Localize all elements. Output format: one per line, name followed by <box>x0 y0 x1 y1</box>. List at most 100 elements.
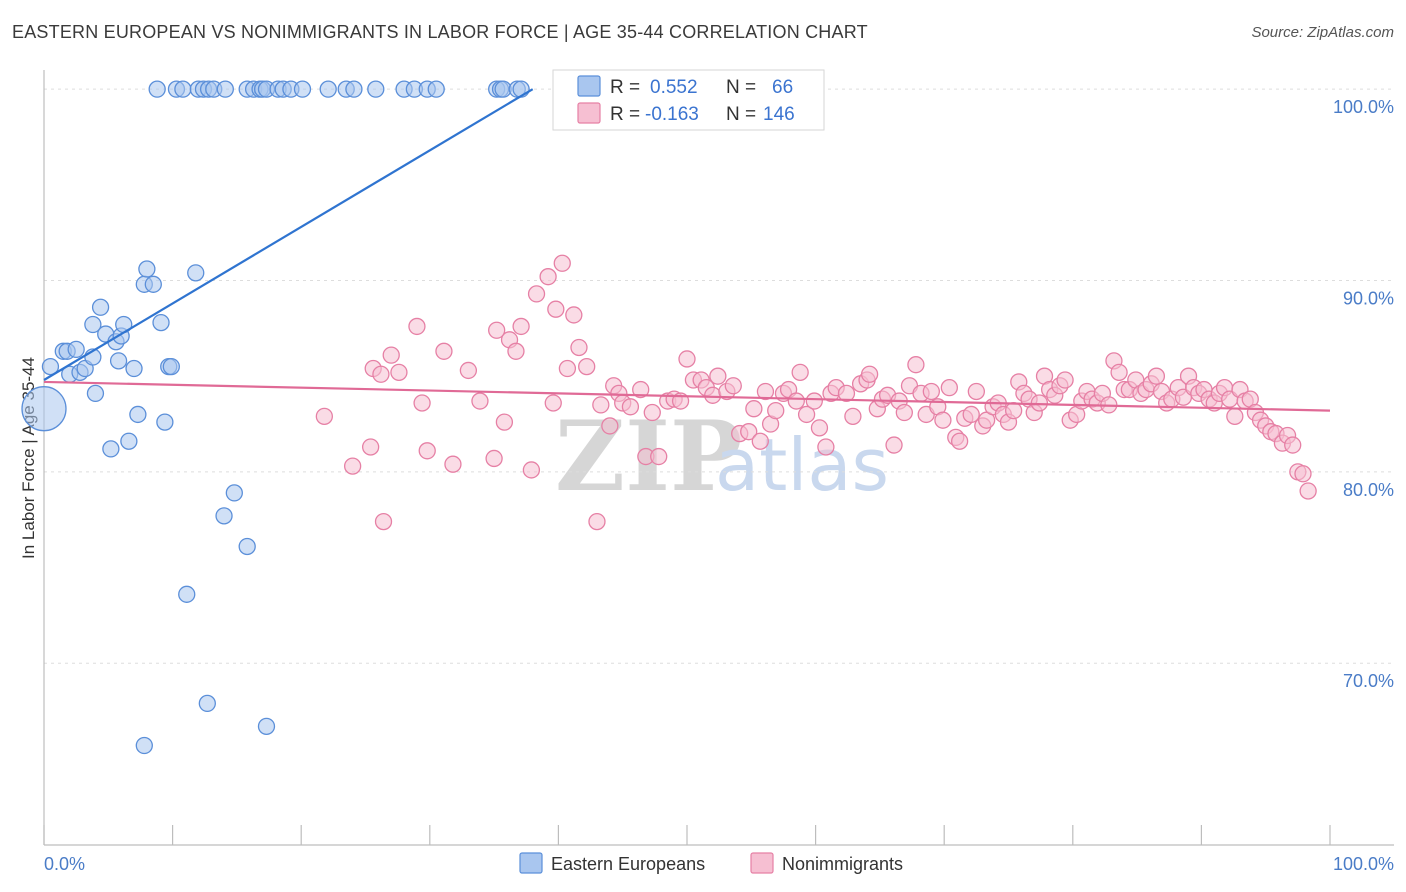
nonimmigrants-point <box>1284 436 1302 454</box>
bottom-legend: Eastern Europeans Nonimmigrants <box>519 852 903 874</box>
trend-line-eastern-europeans <box>43 88 534 381</box>
nonimmigrants-point <box>895 403 913 422</box>
nonimmigrants-point <box>507 342 525 360</box>
eastern-europeans-point <box>84 315 102 334</box>
nonimmigrants-point <box>592 396 610 414</box>
legend-swatch-pink <box>577 102 601 124</box>
eastern-europeans-point <box>120 432 138 450</box>
nonimmigrants-point <box>522 461 541 479</box>
nonimmigrants-point <box>444 455 462 473</box>
nonimmigrants-point <box>709 367 727 385</box>
eastern-europeans-point <box>102 440 120 458</box>
nonimmigrants-point <box>565 306 583 324</box>
y-axis-label: In Labor Force | Age 35-44 <box>19 357 38 559</box>
nonimmigrants-point <box>539 268 557 286</box>
legend-r-label-2: R = <box>610 104 640 125</box>
nonimmigrants-point <box>315 407 333 426</box>
eastern-europeans-point <box>148 80 166 98</box>
trend-lines <box>43 88 1331 412</box>
nonimmigrants-point <box>907 356 925 374</box>
x-axis-ticks <box>43 825 1331 845</box>
nonimmigrants-point <box>418 442 436 460</box>
nonimmigrants-point <box>547 300 565 318</box>
eastern-europeans-point <box>86 384 105 403</box>
nonimmigrants-point <box>1299 482 1317 500</box>
y-tick-label: 100.0% <box>1333 97 1394 117</box>
nonimmigrants-point <box>797 405 816 424</box>
nonimmigrants-point <box>459 361 478 380</box>
nonimmigrants-point <box>408 317 426 336</box>
legend-box: R = 0.552 N = 66 R = -0.163 N = 146 <box>552 69 825 131</box>
nonimmigrants-point <box>588 512 606 531</box>
nonimmigrants-point <box>1004 401 1023 420</box>
nonimmigrants-point <box>844 407 862 426</box>
nonimmigrants-point <box>962 405 980 424</box>
legend-n-label-2: N = <box>726 104 756 125</box>
legend-r-label-1: R = <box>610 77 640 98</box>
eastern-europeans-point <box>345 80 363 98</box>
eastern-europeans-point <box>198 694 216 713</box>
trend-line-nonimmigrants <box>43 380 1331 412</box>
eastern-europeans-point <box>367 80 385 98</box>
nonimmigrants-point <box>512 317 530 336</box>
nonimmigrants-point <box>372 365 390 383</box>
nonimmigrants-point <box>621 398 640 416</box>
eastern-europeans-point <box>178 585 196 603</box>
eastern-europeans-point <box>427 80 445 98</box>
eastern-europeans-point <box>138 260 156 278</box>
y-axis-tick-labels: 100.0% 90.0% 80.0% 70.0% <box>1333 97 1394 691</box>
eastern-europeans-point <box>512 80 530 98</box>
nonimmigrants-point <box>837 384 856 403</box>
nonimmigrants-point <box>650 447 668 466</box>
eastern-europeans-point <box>187 264 205 282</box>
nonimmigrants-point <box>390 363 408 381</box>
nonimmigrants-point <box>488 321 506 339</box>
x-tick-label-min: 0.0% <box>44 854 85 874</box>
eastern-europeans-point <box>216 80 234 98</box>
eastern-europeans-point <box>67 340 85 359</box>
eastern-europeans-point <box>174 80 192 98</box>
nonimmigrants-point <box>632 380 650 399</box>
nonimmigrants-point <box>413 394 431 412</box>
nonimmigrants-point <box>767 401 785 420</box>
eastern-europeans-point <box>125 359 143 378</box>
nonimmigrants-point <box>885 436 903 454</box>
nonimmigrants-point <box>922 382 940 401</box>
nonimmigrants-point <box>678 350 696 368</box>
eastern-europeans-point <box>156 413 174 431</box>
nonimmigrants-point <box>704 386 722 404</box>
nonimmigrants-point <box>751 432 769 450</box>
eastern-europeans-point <box>135 736 153 755</box>
source-label: Source: ZipAtlas.com <box>1251 24 1394 41</box>
eastern-europeans-point <box>129 405 147 424</box>
bottom-legend-swatch-pink <box>750 852 774 874</box>
nonimmigrants-point <box>553 254 571 272</box>
nonimmigrants-point <box>485 449 503 468</box>
legend-swatch-blue <box>577 75 601 97</box>
nonimmigrants-point <box>756 382 775 401</box>
nonimmigrants-point <box>934 411 952 429</box>
legend-n-value-2: 146 <box>763 104 795 125</box>
legend-n-label-1: N = <box>726 77 756 98</box>
nonimmigrants-point <box>940 379 958 397</box>
bottom-legend-label-nonimmigrants: Nonimmigrants <box>782 854 903 874</box>
eastern-europeans-point <box>257 717 276 736</box>
nonimmigrants-point <box>471 392 489 410</box>
nonimmigrants-point <box>1226 407 1244 426</box>
nonimmigrants-point <box>495 413 514 431</box>
eastern-europeans-point <box>91 298 110 316</box>
legend-r-value-1: 0.552 <box>650 77 698 98</box>
y-tick-label: 80.0% <box>1343 480 1394 500</box>
legend-n-value-1: 66 <box>772 77 793 98</box>
y-tick-label: 70.0% <box>1343 671 1394 691</box>
nonimmigrants-point <box>558 359 577 378</box>
x-tick-label-max: 100.0% <box>1333 854 1394 874</box>
eastern-europeans-point <box>215 507 233 525</box>
nonimmigrants-point <box>787 392 805 410</box>
eastern-europeans-point <box>152 313 170 332</box>
bottom-legend-label-eastern-europeans: Eastern Europeans <box>551 854 705 874</box>
eastern-europeans-point <box>293 80 312 98</box>
eastern-europeans-point <box>162 357 180 376</box>
nonimmigrants-point <box>382 346 400 364</box>
